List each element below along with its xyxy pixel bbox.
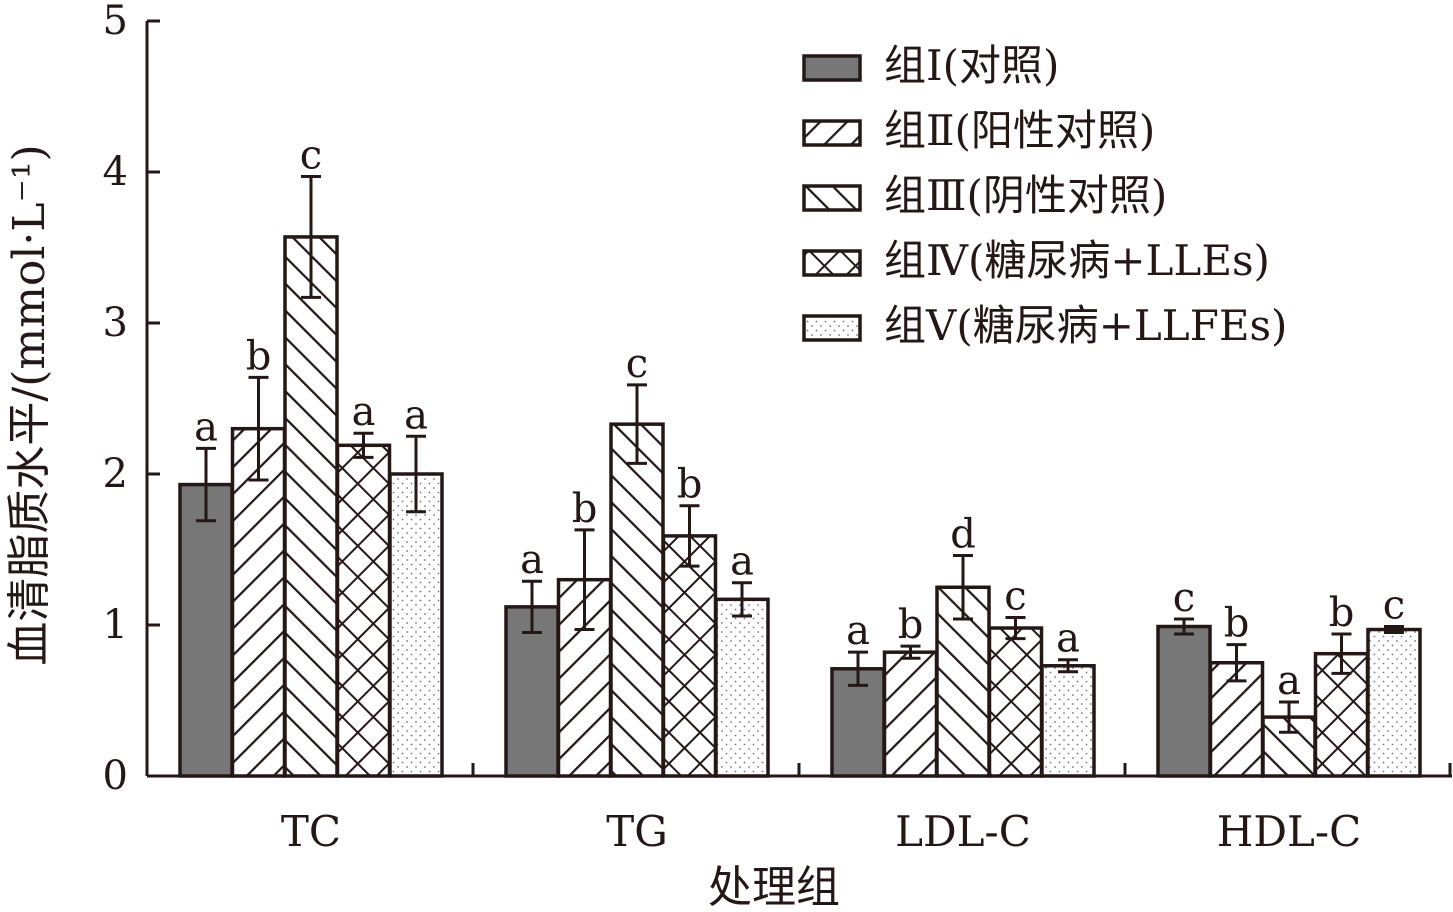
y-tick-label: 0 xyxy=(103,753,128,799)
bar xyxy=(609,422,665,778)
significance-label: a xyxy=(520,537,544,583)
legend-label: 组Ⅲ(阴性对照) xyxy=(884,171,1167,220)
error-bars xyxy=(196,175,1404,734)
legend-swatch xyxy=(802,119,862,147)
significance-label: c xyxy=(626,341,648,387)
bar xyxy=(1366,627,1422,778)
legend-label: 组Ⅳ(糖尿病+LLEs) xyxy=(884,236,1270,285)
significance-label: c xyxy=(1004,573,1026,619)
significance-label: c xyxy=(300,133,322,179)
bar xyxy=(882,650,939,778)
significance-label: b xyxy=(246,333,272,379)
significance-label: a xyxy=(730,539,754,585)
x-tick-label: LDL-C xyxy=(895,807,1031,856)
x-tick-label: TC xyxy=(281,807,341,856)
bar xyxy=(987,626,1044,778)
legend-swatch xyxy=(802,249,862,277)
significance-label: a xyxy=(352,389,376,435)
bar xyxy=(178,482,234,778)
significance-label: a xyxy=(1277,658,1301,704)
y-tick-label: 4 xyxy=(103,149,128,195)
significance-label: b xyxy=(572,486,598,532)
x-axis: TC TG LDL-C HDL-C xyxy=(147,763,1452,856)
significance-label: a xyxy=(1056,616,1080,662)
bar xyxy=(1040,664,1096,778)
significance-label: b xyxy=(1224,601,1250,647)
y-axis: 0 1 2 3 4 5 xyxy=(103,0,160,799)
bar xyxy=(283,235,339,778)
significance-label: c xyxy=(1173,575,1195,621)
bar xyxy=(388,472,444,778)
legend: 组Ⅰ(对照) 组Ⅱ(阳性对照) 组Ⅲ(阴性对照) 组Ⅳ(糖尿病+LLEs) 组Ⅴ(糖尿病… xyxy=(802,41,1287,350)
legend-swatch xyxy=(802,54,862,82)
bar xyxy=(714,597,770,778)
legend-swatch xyxy=(802,184,862,212)
y-tick-label: 5 xyxy=(103,0,128,44)
significance-label: d xyxy=(950,512,976,558)
significance-label: b xyxy=(677,462,703,508)
legend-label: 组Ⅱ(阳性对照) xyxy=(884,106,1155,155)
significance-label: a xyxy=(194,404,218,450)
significance-label: a xyxy=(404,392,428,438)
x-tick-label: TG xyxy=(606,807,668,856)
bar xyxy=(1156,624,1212,778)
x-axis-label: 处理组 xyxy=(708,862,840,912)
legend-swatch xyxy=(802,314,862,342)
y-tick-label: 3 xyxy=(103,300,128,346)
y-tick-label: 2 xyxy=(103,451,128,497)
significance-label: b xyxy=(898,602,924,648)
bar xyxy=(661,534,718,778)
significance-label: a xyxy=(846,608,870,654)
legend-label: 组Ⅴ(糖尿病+LLFEs) xyxy=(884,301,1287,350)
y-tick-label: 1 xyxy=(103,602,128,648)
significance-label: c xyxy=(1383,583,1405,629)
legend-label: 组Ⅰ(对照) xyxy=(884,41,1059,90)
x-tick-label: HDL-C xyxy=(1217,807,1362,856)
significance-label: b xyxy=(1329,590,1355,636)
bar xyxy=(335,443,392,778)
y-axis-label: 血清脂质水平/(mmol·L⁻¹) xyxy=(4,144,55,665)
